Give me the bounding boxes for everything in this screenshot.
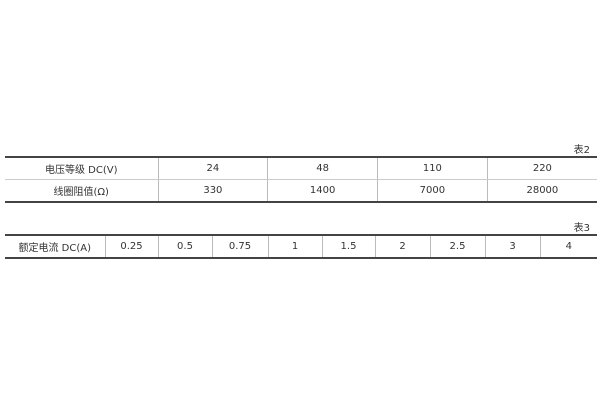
cell: 2	[374, 235, 430, 258]
table3: 额定电流 DC(A) 0.25 0.5 0.75 1 1.5 2 2.5 3 4	[5, 234, 597, 259]
cell: 1	[267, 235, 322, 258]
cell: 48	[267, 157, 378, 180]
cell: 4	[539, 235, 597, 258]
table3-caption: 表3	[573, 223, 590, 234]
cell: 110	[377, 157, 488, 180]
cell: 2.5	[429, 235, 485, 258]
cell: 额定电流 DC(A)	[18, 243, 91, 254]
cell: 1400	[267, 179, 378, 202]
cell: 7000	[377, 179, 488, 202]
cell: 0.75	[211, 235, 268, 258]
cell: 0.5	[157, 235, 212, 258]
cell: 0.25	[104, 235, 158, 258]
cell: 24	[157, 157, 268, 180]
cell: 1.5	[321, 235, 375, 258]
table2-caption: 表2	[573, 145, 590, 156]
table-row: 线圈阻值(Ω) 330 1400 7000 28000	[5, 179, 597, 202]
cell: 220	[486, 157, 597, 180]
table-row: 额定电流 DC(A) 0.25 0.5 0.75 1 1.5 2 2.5 3 4	[5, 235, 597, 258]
table2: 电压等级 DC(V) 24 48 110 220 线圈阻值(Ω) 330 140…	[5, 156, 597, 203]
cell: 电压等级 DC(V)	[5, 157, 158, 180]
cell: 28000	[486, 179, 597, 202]
cell: 线圈阻值(Ω)	[53, 187, 109, 198]
table-row: 电压等级 DC(V) 24 48 110 220	[5, 157, 597, 180]
cell: 330	[157, 179, 268, 202]
cell: 3	[484, 235, 540, 258]
